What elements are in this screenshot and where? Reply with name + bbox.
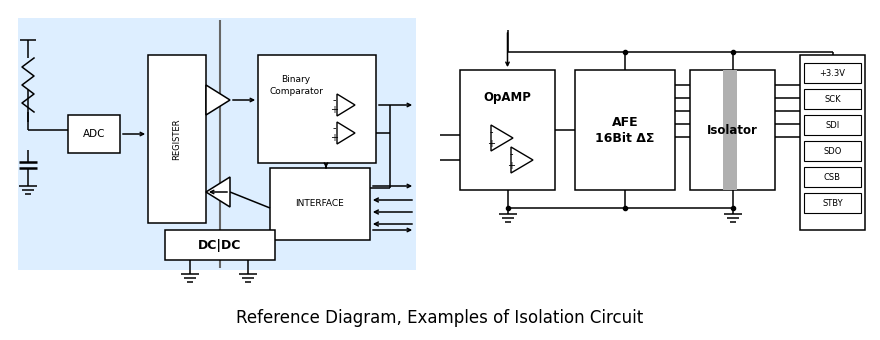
Text: SCK: SCK <box>825 95 840 103</box>
Text: -: - <box>333 123 336 133</box>
Bar <box>804 89 861 109</box>
Text: STBY: STBY <box>822 199 843 207</box>
Bar <box>804 193 861 213</box>
Bar <box>804 167 861 187</box>
Text: +: + <box>487 139 495 149</box>
Text: Comparator: Comparator <box>269 87 323 97</box>
Bar <box>18 18 416 270</box>
Text: -: - <box>510 149 513 159</box>
Bar <box>148 55 206 223</box>
Text: +: + <box>330 133 338 143</box>
Text: CSB: CSB <box>824 172 841 182</box>
Text: Binary: Binary <box>282 75 311 85</box>
Text: +3.3V: +3.3V <box>819 68 846 78</box>
Polygon shape <box>206 177 230 207</box>
Bar <box>804 141 861 161</box>
Text: 16Bit ΔΣ: 16Bit ΔΣ <box>595 132 655 144</box>
Bar <box>804 63 861 83</box>
Polygon shape <box>491 125 513 151</box>
Polygon shape <box>337 122 355 144</box>
Text: OpAMP: OpAMP <box>484 91 532 104</box>
Bar <box>804 115 861 135</box>
Text: ADC: ADC <box>83 129 106 139</box>
Text: +: + <box>507 161 515 171</box>
Text: INTERFACE: INTERFACE <box>296 200 344 208</box>
Text: REGISTER: REGISTER <box>172 118 181 160</box>
Text: SDI: SDI <box>825 120 840 130</box>
Text: AFE: AFE <box>612 116 638 129</box>
Text: Reference Diagram, Examples of Isolation Circuit: Reference Diagram, Examples of Isolation… <box>237 309 643 327</box>
Bar <box>165 230 275 260</box>
Bar <box>68 115 120 153</box>
Polygon shape <box>511 147 533 173</box>
Text: DC|DC: DC|DC <box>198 238 242 252</box>
Bar <box>460 70 555 190</box>
Polygon shape <box>206 85 230 115</box>
Text: +: + <box>330 105 338 115</box>
Text: -: - <box>489 127 493 137</box>
Text: Isolator: Isolator <box>707 123 758 136</box>
Text: SDO: SDO <box>824 147 841 155</box>
Text: -: - <box>333 95 336 105</box>
Bar <box>258 55 376 163</box>
Bar <box>800 55 865 230</box>
Bar <box>690 70 775 190</box>
Bar <box>723 70 737 190</box>
Polygon shape <box>337 94 355 116</box>
Bar <box>575 70 675 190</box>
Bar <box>270 168 370 240</box>
